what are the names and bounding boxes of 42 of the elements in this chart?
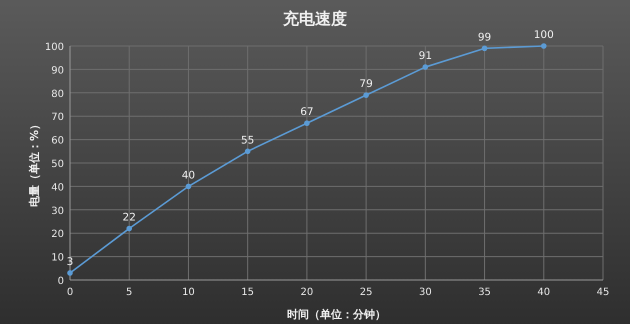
y-tick-label: 20 bbox=[51, 229, 64, 240]
x-tick-label: 15 bbox=[241, 287, 254, 298]
y-tick-label: 50 bbox=[51, 159, 64, 170]
y-tick-label: 40 bbox=[51, 182, 64, 194]
y-tick-label: 10 bbox=[51, 252, 64, 264]
point bbox=[186, 184, 192, 190]
x-axis-title: 时间（单位：分钟） bbox=[287, 308, 386, 321]
point bbox=[126, 226, 132, 232]
x-tick-label: 40 bbox=[537, 287, 550, 298]
data-label: 55 bbox=[240, 134, 254, 146]
y-tick-label: 70 bbox=[51, 112, 64, 124]
point bbox=[540, 43, 547, 49]
x-tick-label: 20 bbox=[300, 287, 314, 298]
x-tick-label: 35 bbox=[478, 287, 491, 298]
point bbox=[304, 120, 310, 126]
point bbox=[422, 64, 428, 70]
data-label: 3 bbox=[66, 256, 74, 268]
chart-title: 充电速度 bbox=[282, 9, 347, 28]
y-tick-label: 30 bbox=[51, 206, 64, 217]
point bbox=[67, 270, 73, 276]
y-tick-label: 90 bbox=[51, 65, 64, 76]
x-tick-label: 25 bbox=[360, 287, 372, 298]
x-tick-label: 30 bbox=[418, 287, 432, 298]
y-tick-label: 100 bbox=[44, 42, 64, 53]
data-label: 91 bbox=[418, 50, 432, 62]
point bbox=[244, 148, 250, 154]
data-label: 22 bbox=[122, 212, 136, 224]
x-tick-label: 5 bbox=[126, 287, 132, 298]
y-tick-label: 60 bbox=[51, 136, 64, 147]
data-label: 100 bbox=[534, 29, 554, 41]
data-label: 40 bbox=[182, 169, 196, 182]
x-tick-label: 10 bbox=[182, 287, 195, 298]
x-tick-label: 45 bbox=[596, 287, 610, 298]
point bbox=[363, 92, 369, 98]
data-label: 99 bbox=[478, 31, 492, 44]
y-axis-title: 电量（单位：%） bbox=[28, 118, 41, 208]
data-label: 67 bbox=[300, 106, 314, 118]
x-tick-label: 0 bbox=[66, 287, 74, 298]
y-tick-label: 0 bbox=[58, 276, 64, 287]
data-label: 79 bbox=[359, 78, 373, 90]
y-tick-label: 80 bbox=[51, 88, 64, 100]
point bbox=[482, 46, 488, 52]
